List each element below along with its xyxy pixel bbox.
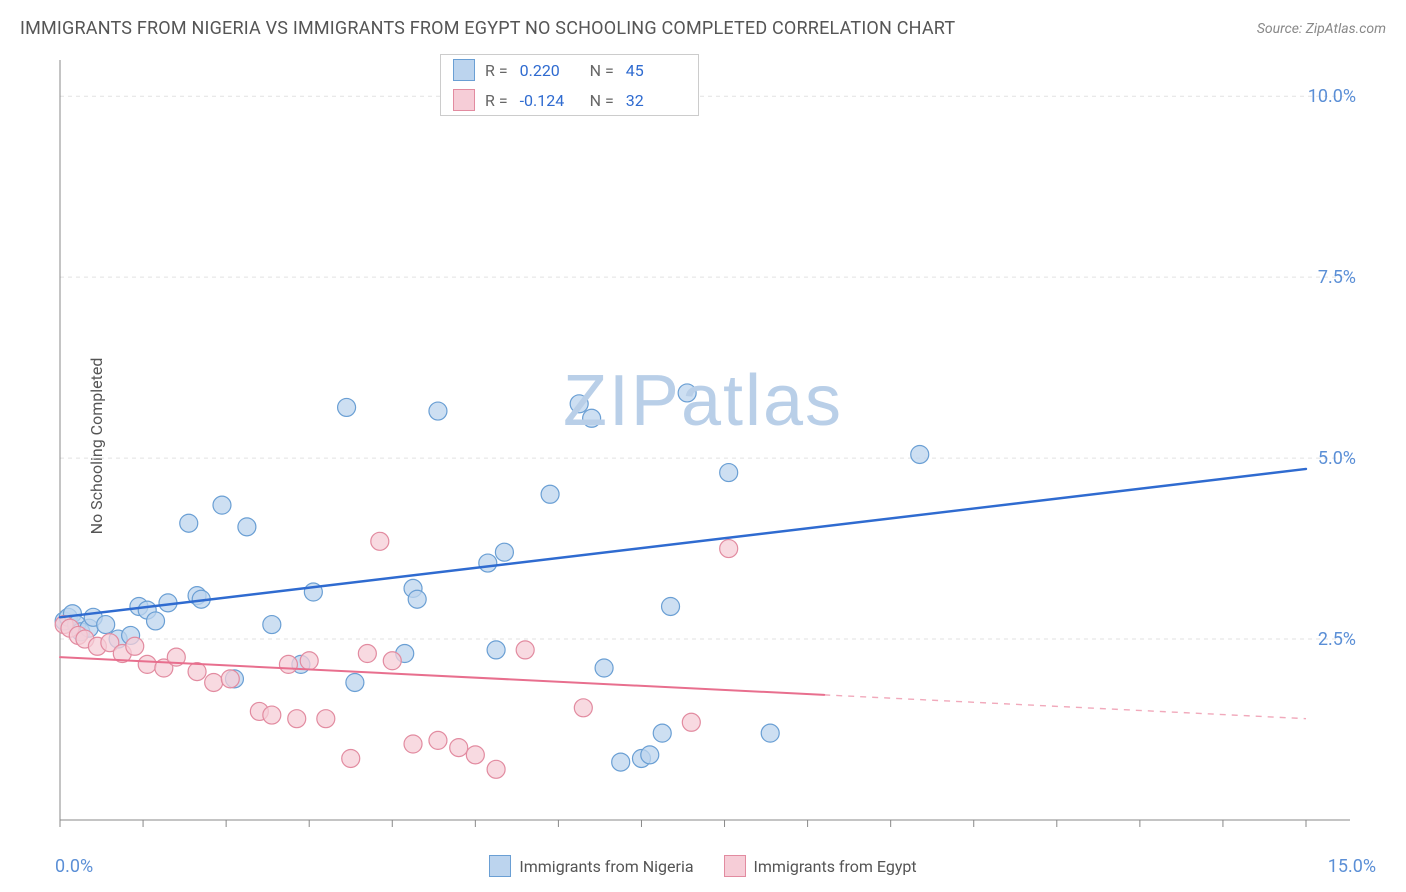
source-label: Source:	[1257, 21, 1302, 37]
stats-n-value-nigeria: 45	[626, 61, 686, 80]
chart-header: IMMIGRANTS FROM NIGERIA VS IMMIGRANTS FR…	[20, 18, 1386, 39]
chart-title: IMMIGRANTS FROM NIGERIA VS IMMIGRANTS FR…	[20, 18, 955, 39]
svg-text:2.5%: 2.5%	[1318, 629, 1356, 650]
chart-legend: Immigrants from Nigeria Immigrants from …	[0, 855, 1406, 877]
stats-r-value-nigeria: 0.220	[520, 61, 580, 80]
correlation-stats-box: R = 0.220 N = 45 R = -0.124 N = 32	[440, 54, 699, 116]
svg-text:7.5%: 7.5%	[1318, 267, 1356, 288]
legend-item-nigeria: Immigrants from Nigeria	[489, 855, 693, 877]
legend-label-nigeria: Immigrants from Nigeria	[519, 857, 693, 876]
stats-swatch-egypt	[453, 89, 475, 111]
stats-n-label: N =	[590, 61, 614, 80]
source-name: ZipAtlas.com	[1306, 21, 1386, 37]
stats-swatch-nigeria	[453, 59, 475, 81]
svg-text:10.0%: 10.0%	[1308, 86, 1356, 107]
stats-row-nigeria: R = 0.220 N = 45	[441, 55, 698, 85]
chart-area: 2.5% 5.0% 7.5% 10.0%	[50, 50, 1360, 830]
scatter-chart-svg: 2.5% 5.0% 7.5% 10.0%	[50, 50, 1360, 830]
source-attribution: Source: ZipAtlas.com	[1257, 21, 1386, 37]
legend-item-egypt: Immigrants from Egypt	[724, 855, 917, 877]
legend-label-egypt: Immigrants from Egypt	[754, 857, 917, 876]
legend-swatch-egypt	[724, 855, 746, 877]
stats-n-label: N =	[590, 91, 614, 110]
stats-r-label: R =	[485, 61, 508, 80]
stats-r-value-egypt: -0.124	[520, 91, 580, 110]
stats-row-egypt: R = -0.124 N = 32	[441, 85, 698, 115]
svg-text:5.0%: 5.0%	[1318, 448, 1356, 469]
stats-r-label: R =	[485, 91, 508, 110]
stats-n-value-egypt: 32	[626, 91, 686, 110]
legend-swatch-nigeria	[489, 855, 511, 877]
